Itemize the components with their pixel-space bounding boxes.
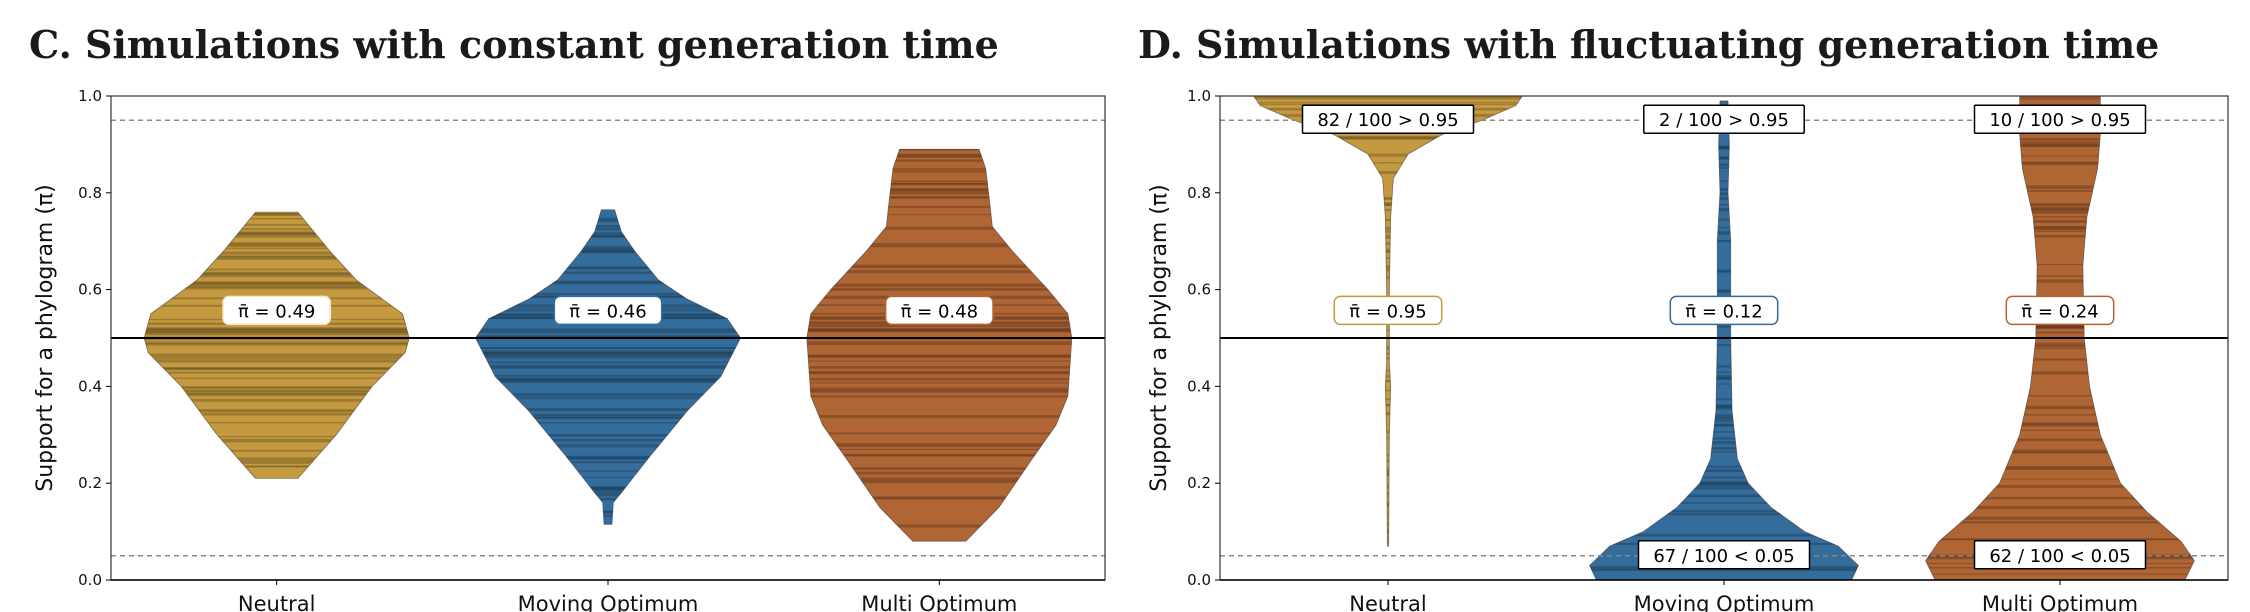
count-below-label-box <box>1637 540 1811 570</box>
violin-body <box>475 209 741 525</box>
count-below-label: 67 / 100 < 0.05 <box>1637 540 1811 570</box>
count-above-label-box <box>1973 104 2147 134</box>
count-below-label: 62 / 100 < 0.05 <box>1973 540 2147 570</box>
violin-neutral <box>143 211 410 479</box>
mean-label-box <box>1669 295 1779 326</box>
count-above-label-box <box>1301 104 1475 134</box>
panel-d: D. Simulations with fluctuating generati… <box>1138 22 2229 612</box>
panel-c: C. Simulations with constant generation … <box>29 22 1106 612</box>
mean-label-box <box>2005 295 2115 326</box>
y-axis-label: Support for a phylogram (π) <box>1147 184 1172 492</box>
count-below-label-box <box>1973 540 2147 570</box>
violin-moving-optimum <box>475 209 741 525</box>
chart-title: D. Simulations with fluctuating generati… <box>1138 22 2159 67</box>
mean-label-box <box>222 295 332 326</box>
mean-label: π̄ = 0.46 <box>553 295 663 326</box>
y-tick-label: 0.6 <box>78 281 102 299</box>
count-below-label-text: 62 / 100 < 0.05 <box>1989 546 2130 567</box>
mean-label: π̄ = 0.49 <box>222 295 332 326</box>
count-above-label-text: 2 / 100 > 0.95 <box>1659 110 1789 131</box>
x-tick-label: Multi Optimum <box>861 592 1017 612</box>
y-tick-label: 0.2 <box>1187 474 1211 492</box>
mean-label-text: π̄ = 0.12 <box>1685 301 1762 322</box>
chart-title: C. Simulations with constant generation … <box>29 22 999 67</box>
mean-label-text: π̄ = 0.49 <box>238 301 315 322</box>
mean-label-box <box>1333 295 1443 326</box>
count-above-label: 82 / 100 > 0.95 <box>1301 104 1475 134</box>
violin-body <box>143 211 410 479</box>
count-above-label-box <box>1643 104 1805 134</box>
y-tick-label: 0.6 <box>1187 281 1211 299</box>
y-tick-label: 1.0 <box>1187 87 1211 105</box>
mean-label-box <box>553 295 663 326</box>
mean-label-text: π̄ = 0.24 <box>2021 301 2098 322</box>
x-tick-label: Moving Optimum <box>1634 592 1815 612</box>
y-tick-label: 0.4 <box>78 377 102 395</box>
mean-label-text: π̄ = 0.46 <box>569 301 646 322</box>
count-above-label: 10 / 100 > 0.95 <box>1973 104 2147 134</box>
y-tick-label: 0.4 <box>1187 377 1211 395</box>
mean-label: π̄ = 0.48 <box>884 295 994 326</box>
mean-label: π̄ = 0.12 <box>1669 295 1779 326</box>
y-axis-label: Support for a phylogram (π) <box>33 184 58 492</box>
count-above-label-text: 10 / 100 > 0.95 <box>1989 110 2130 131</box>
x-tick-label: Moving Optimum <box>518 592 699 612</box>
mean-label-text: π̄ = 0.95 <box>1349 301 1426 322</box>
count-above-label: 2 / 100 > 0.95 <box>1643 104 1805 134</box>
violin-body <box>806 148 1073 542</box>
y-tick-label: 0.8 <box>78 184 102 202</box>
mean-label: π̄ = 0.95 <box>1333 295 1443 326</box>
y-tick-label: 1.0 <box>78 87 102 105</box>
y-tick-label: 0.8 <box>1187 184 1211 202</box>
violin-moving-optimum <box>1589 100 1859 581</box>
violin-body <box>1589 100 1859 581</box>
violin-multi-optimum <box>806 148 1073 542</box>
mean-label-text: π̄ = 0.48 <box>901 301 978 322</box>
x-tick-label: Neutral <box>1349 592 1427 612</box>
count-above-label-text: 82 / 100 > 0.95 <box>1317 110 1458 131</box>
x-tick-label: Neutral <box>238 592 316 612</box>
y-tick-label: 0.2 <box>78 474 102 492</box>
y-tick-label: 0.0 <box>78 571 102 589</box>
x-tick-label: Multi Optimum <box>1982 592 2138 612</box>
count-below-label-text: 67 / 100 < 0.05 <box>1653 546 1794 567</box>
mean-label: π̄ = 0.24 <box>2005 295 2115 326</box>
mean-label-box <box>884 295 994 326</box>
y-tick-label: 0.0 <box>1187 571 1211 589</box>
